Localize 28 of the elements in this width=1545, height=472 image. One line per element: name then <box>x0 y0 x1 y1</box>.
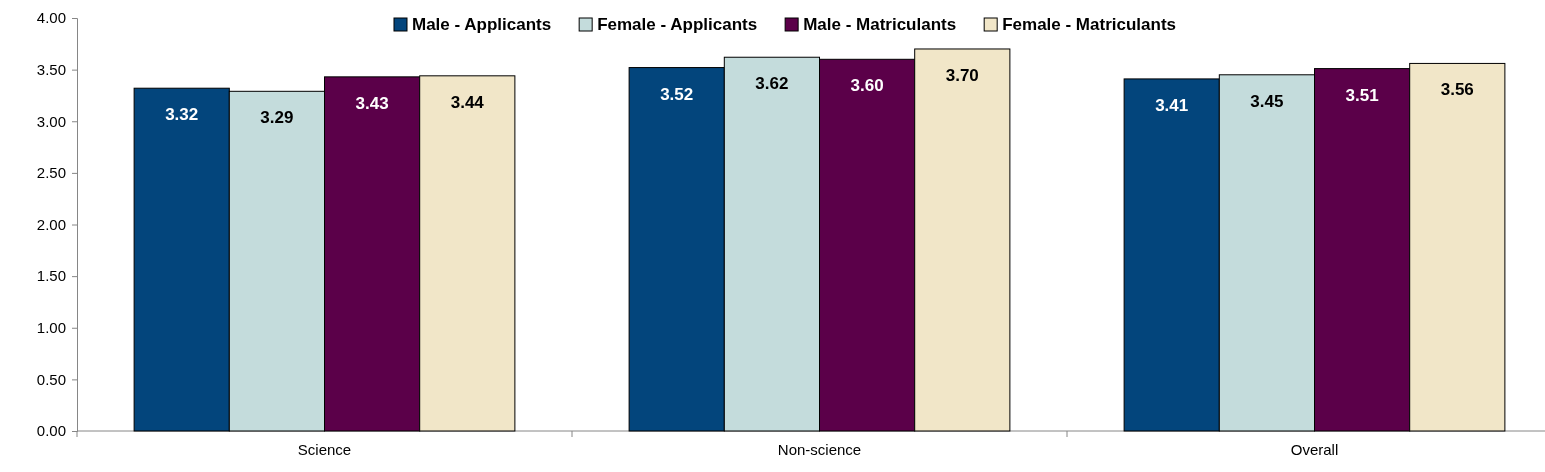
y-tick-label: 0.00 <box>36 422 66 440</box>
text: 3.29 <box>260 108 294 128</box>
y-tick-label: 4.00 <box>36 9 66 27</box>
legend-label: Male - Applicants <box>411 15 552 34</box>
text: 3.45 <box>1250 91 1284 111</box>
y-tick-label: 3.00 <box>36 112 66 130</box>
legend-label: Female - Applicants <box>597 15 758 34</box>
text: 3.62 <box>755 74 789 94</box>
text: 3.70 <box>945 65 979 85</box>
y-tick-label: 1.50 <box>36 267 66 285</box>
text: 3.44 <box>450 92 484 112</box>
y-tick-label: 2.00 <box>36 215 66 233</box>
legend-label: Female - Matriculants <box>1002 15 1177 34</box>
text: 3.56 <box>1440 80 1474 100</box>
text: 3.52 <box>660 84 694 104</box>
text: 3.43 <box>355 93 389 113</box>
text: 3.51 <box>1345 85 1379 105</box>
text: 3.60 <box>850 76 884 96</box>
y-tick-label: 2.50 <box>36 164 66 182</box>
x-tick-label: Science <box>297 441 352 458</box>
text: 3.41 <box>1155 95 1189 115</box>
legend-label: Male - Matriculants <box>803 15 957 34</box>
x-tick-label: Non-science <box>777 441 862 458</box>
x-tick-label: Overall <box>1290 441 1339 458</box>
y-tick-label: 3.50 <box>36 60 66 78</box>
text: 3.32 <box>165 105 199 125</box>
y-tick-label: 1.00 <box>36 319 66 337</box>
y-tick-label: 0.50 <box>36 370 66 388</box>
